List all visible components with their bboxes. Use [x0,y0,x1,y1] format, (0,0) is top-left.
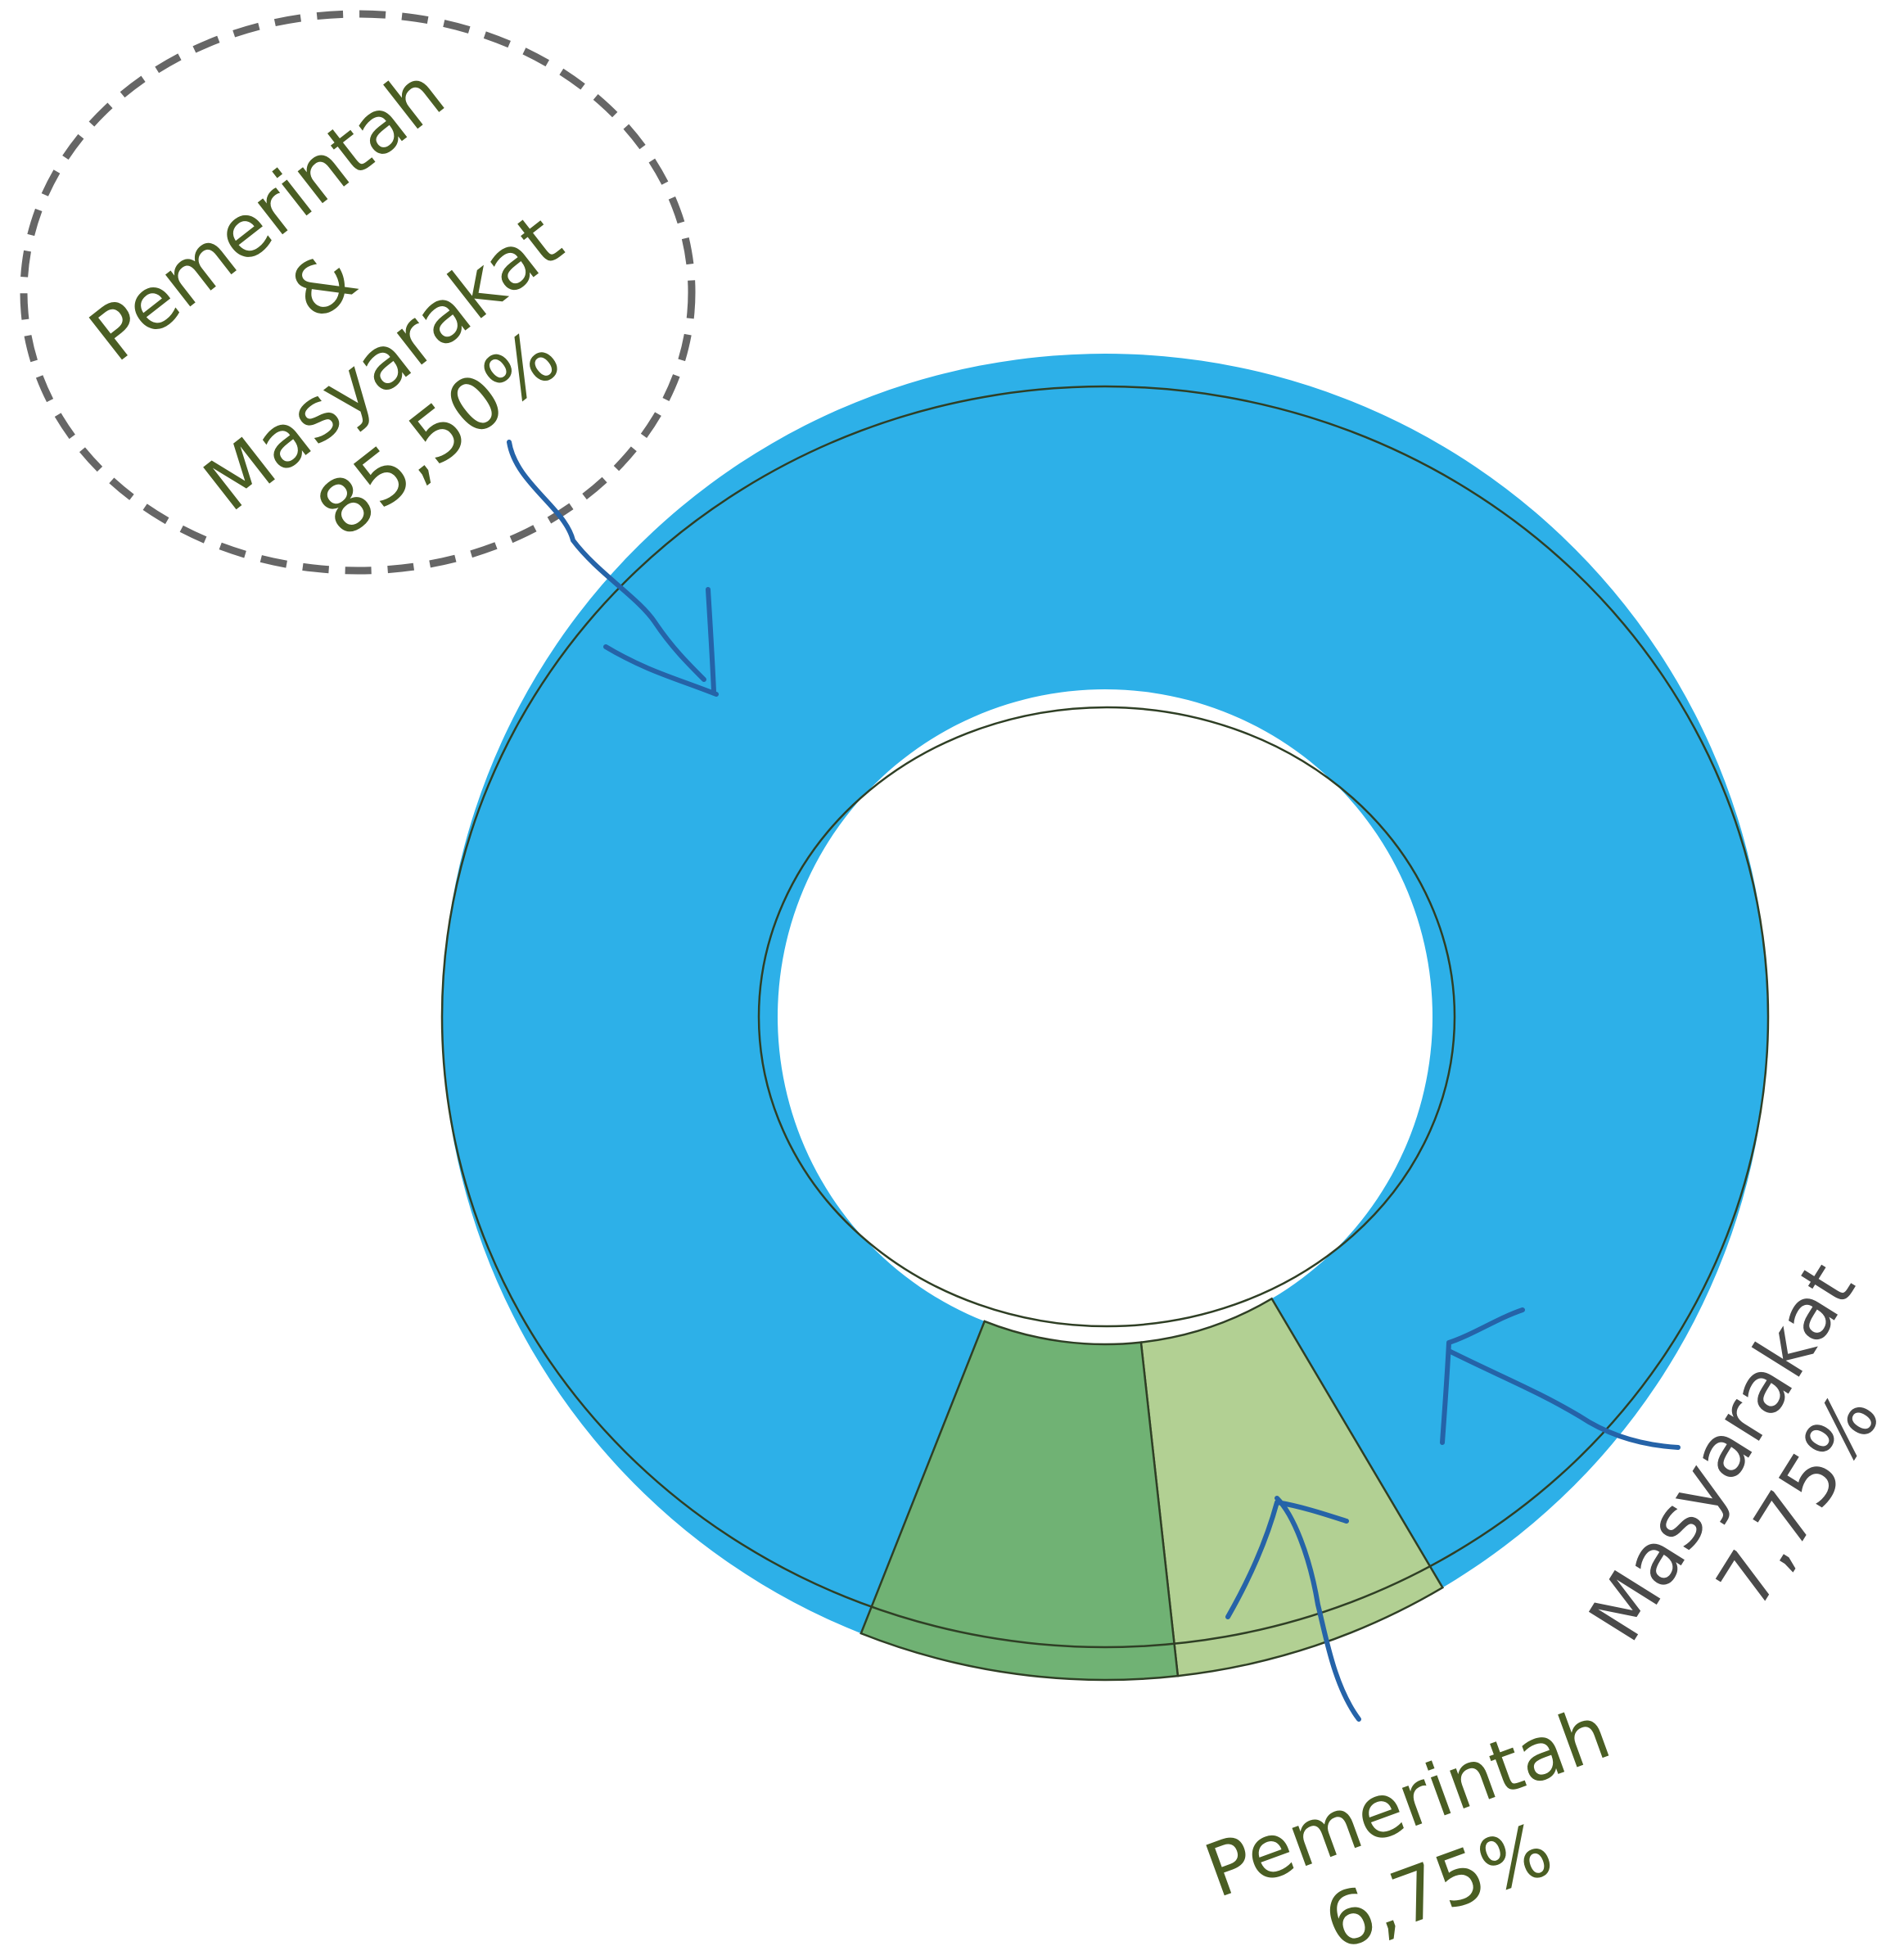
chart-slices [442,354,1768,1682]
arrow-main-head [603,587,719,697]
callout-bubble [20,10,696,575]
outer-outline [440,385,1770,1649]
slice-pemerintah-masyarakat [442,354,1768,1634]
arrow-pemerintah [1225,1496,1361,1722]
slice-masyarakat [860,1320,1180,1682]
arrows [507,440,1681,1722]
inner-outline [757,706,1456,1328]
arrow-main [507,440,706,682]
arrow-masyarakat [1440,1307,1681,1450]
label-pemerintah: Pemerintah 6,75% [1194,1690,1621,1946]
